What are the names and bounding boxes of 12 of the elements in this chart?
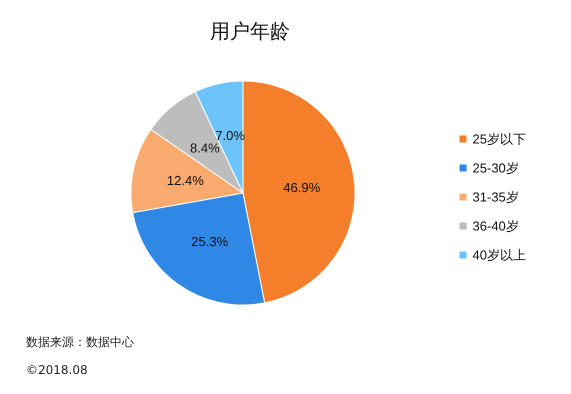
legend-label: 25岁以下	[472, 132, 526, 146]
legend-label: 25-30岁	[472, 160, 519, 176]
data-label: 12.4%	[166, 172, 204, 188]
data-label: 8.4%	[190, 140, 220, 156]
data-label: 25.3%	[191, 234, 229, 250]
legend-label: 40岁以上	[472, 248, 526, 262]
source-note: 数据来源：数据中心	[26, 335, 134, 349]
text: ©2018.08	[26, 363, 88, 377]
chart-title: 用户年龄	[210, 19, 290, 43]
legend-label: 31-35岁	[472, 190, 519, 204]
data-label: 46.9%	[283, 180, 321, 195]
legend-label: 36-40岁	[472, 218, 519, 234]
